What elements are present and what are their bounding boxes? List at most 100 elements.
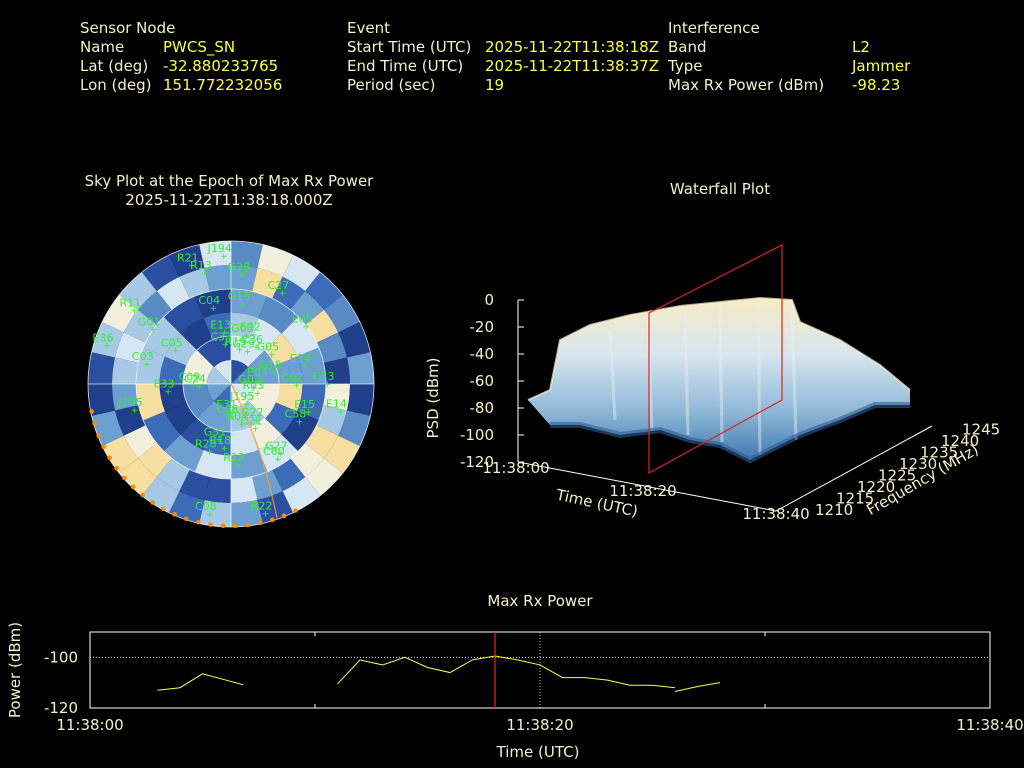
skyplot-cell xyxy=(231,367,255,384)
skyplot-cell xyxy=(204,265,231,292)
skyplot-cell xyxy=(214,360,231,384)
skyplot-cell xyxy=(203,428,231,456)
skyplot-cell xyxy=(347,384,374,416)
interference-heading: Interference xyxy=(668,19,760,37)
y-tick-label: -100 xyxy=(44,648,78,666)
jammer-track-line xyxy=(230,383,278,519)
satellite-marker: + xyxy=(302,323,310,333)
interference-panel: Interference Band L2 Type Jammer Max Rx Po… xyxy=(668,19,910,95)
satellite-label: R22 xyxy=(251,500,273,513)
skyplot-cell xyxy=(231,241,263,268)
freq-tick-label: 1235 xyxy=(920,444,958,462)
skyplot-cell xyxy=(305,425,339,459)
satellite-marker: + xyxy=(206,447,214,457)
jammer-point xyxy=(96,433,101,438)
satellite-label: E02 xyxy=(240,320,261,333)
skyplot-cell xyxy=(199,500,231,527)
end-value: 2025-11-22T11:38:37Z xyxy=(485,57,659,75)
satellite-marker: + xyxy=(296,417,304,427)
skyplot-cell xyxy=(168,491,205,524)
satellite-label: E31 xyxy=(216,398,237,411)
skyplot-cell xyxy=(164,333,198,366)
satellite-label: E34 xyxy=(290,352,311,365)
skyplot-cell xyxy=(203,312,231,340)
z-tick-label: -100 xyxy=(460,426,494,444)
skyplot-cell xyxy=(281,411,319,452)
satellite-marker: + xyxy=(143,360,151,370)
satellite-label: G13 xyxy=(228,290,251,303)
skyplot-cell xyxy=(119,272,157,310)
satellite-marker: + xyxy=(337,408,345,418)
period-value: 19 xyxy=(485,76,505,94)
satellite-label: C24 xyxy=(184,372,206,385)
skyplot-cell xyxy=(282,477,321,513)
satellite-marker: + xyxy=(221,444,229,454)
skyplot-cell xyxy=(231,400,265,432)
power-series-line xyxy=(157,673,244,691)
x-tick-label: 11:38:40 xyxy=(956,716,1023,734)
satellite-label: G05 xyxy=(257,341,280,354)
maxrx-label: Max Rx Power (dBm) xyxy=(668,76,825,94)
band-label: Band xyxy=(668,38,707,56)
satellite-label: G28 xyxy=(228,261,251,274)
lon-value: 151.772232056 xyxy=(163,76,283,94)
skyplot-cell xyxy=(231,476,258,503)
satellite-marker: + xyxy=(221,328,229,338)
skyplot-cell xyxy=(197,400,231,432)
satellite-marker: + xyxy=(250,330,258,340)
skyplot-cell xyxy=(257,244,294,277)
jammer-point xyxy=(140,492,145,498)
jammer-point xyxy=(293,508,298,513)
power-chart-title: Max Rx Power xyxy=(487,592,593,610)
jammer-point xyxy=(270,517,275,523)
satellite-marker: + xyxy=(239,271,247,281)
satellite-marker: + xyxy=(188,262,196,272)
skyplot-cell xyxy=(163,296,204,334)
satellite-label: G29 xyxy=(232,338,255,351)
z-tick-label: 0 xyxy=(484,291,494,309)
satellite-label: E33 xyxy=(154,378,175,391)
satellite-label: G01 xyxy=(138,316,161,329)
satellite-marker: + xyxy=(201,269,209,279)
skyplot-cell xyxy=(123,309,157,343)
skyplot-cell xyxy=(275,356,303,384)
skyplot-cell xyxy=(197,336,231,368)
satellite-label: R13 xyxy=(190,259,212,272)
satellite-label: C33 xyxy=(210,331,232,344)
skyplot-cell xyxy=(316,405,348,436)
skyplot-cell xyxy=(249,417,282,451)
skyplot-cell xyxy=(156,458,190,492)
satellite-marker: + xyxy=(244,348,252,358)
satellite-label: C33 xyxy=(313,370,335,383)
skyplot-cell xyxy=(297,347,326,384)
jammer-point xyxy=(195,519,201,525)
satellite-label: R21 xyxy=(177,252,199,265)
skyplot-cell xyxy=(114,405,146,436)
skyplot-cell xyxy=(143,316,181,357)
skyplot-cell xyxy=(249,317,282,351)
freq-tick-label: 1245 xyxy=(962,421,1000,439)
satellite-label: G02 xyxy=(238,373,261,386)
skyplot-cell xyxy=(141,477,180,513)
satellite-marker: + xyxy=(252,343,260,353)
satellite-label: E15 xyxy=(294,398,315,411)
skyplot-cell xyxy=(264,402,298,435)
skyplot-cell xyxy=(258,434,299,472)
skyplot-cell xyxy=(231,360,248,384)
satellite-label: G31 xyxy=(204,425,227,438)
skyplot-cell xyxy=(338,321,371,358)
satellite-label: R11 xyxy=(120,296,142,309)
satellite-label: E13 xyxy=(210,318,231,331)
skyplot-cell xyxy=(272,458,306,492)
satellite-label: C27 xyxy=(268,279,290,292)
skyplot-cell xyxy=(290,290,325,325)
freq-tick-label: 1220 xyxy=(857,478,895,496)
z-tick-label: -120 xyxy=(460,453,494,471)
satellite-marker: + xyxy=(103,342,111,352)
skyplot-cell xyxy=(183,384,215,418)
power-chart-x-label: Time (UTC) xyxy=(496,743,580,761)
z-tick-label: -40 xyxy=(470,345,495,363)
satellite-label: R04 xyxy=(227,410,249,423)
satellite-label: C09 xyxy=(179,370,201,383)
